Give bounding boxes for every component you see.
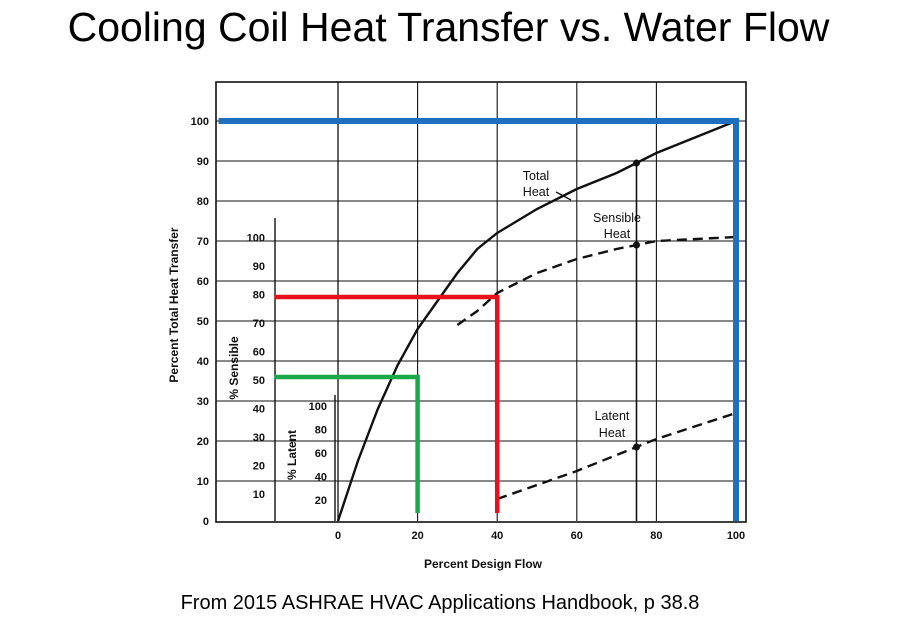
latent-tick-label: 40 (315, 472, 327, 484)
sensible-scale-label: % Sensible (227, 336, 241, 400)
sensible-heat-label: Heat (604, 227, 631, 241)
latent-tick-label: 60 (315, 448, 327, 460)
sensible-tick-label: 80 (253, 290, 265, 302)
total-heat-label: Heat (523, 185, 550, 199)
latent-heat-label: Latent (595, 409, 630, 423)
total-heat-label: Total (523, 169, 549, 183)
x-tick-label: 0 (335, 530, 341, 542)
y-tick-label: 40 (197, 356, 209, 368)
sensible-tick-label: 100 (247, 233, 265, 245)
sensible-tick-label: 30 (253, 432, 265, 444)
y-tick-label: 50 (197, 316, 209, 328)
y-tick-label: 10 (197, 476, 209, 488)
latent-tick-label: 100 (309, 401, 327, 413)
latent-scale-label: % Latent (285, 430, 299, 480)
y-tick-labels: 0 10 20 30 40 50 60 70 80 90 100 (191, 116, 209, 528)
x-axis-label: Percent Design Flow (424, 557, 543, 571)
source-caption: From 2015 ASHRAE HVAC Applications Handb… (180, 592, 700, 614)
plot-frame (215, 81, 747, 523)
sensible-tick-label: 50 (253, 375, 265, 387)
sensible-tick-label: 70 (253, 318, 265, 330)
series-lines (336, 119, 737, 522)
x-tick-labels: 0 20 40 60 80 100 (335, 530, 745, 542)
latent-tick-label: 20 (315, 495, 327, 507)
y-tick-label: 80 (197, 196, 209, 208)
green-overlay-line (274, 374, 420, 513)
y-tick-label: 0 (203, 516, 209, 528)
sensible-tick-label: 60 (253, 347, 265, 359)
latent-heat-label: Heat (599, 426, 626, 440)
y-tick-label: 90 (197, 156, 209, 168)
sensible-heat-curve (456, 235, 737, 326)
blue-overlay-line (218, 118, 739, 521)
sensible-heat-label: Sensible (593, 211, 641, 225)
total-heat-curve (336, 119, 737, 522)
inner-scales: 10 20 30 40 50 60 70 80 90 100 20 40 60 80 100 (247, 233, 327, 508)
y-axis-label: Percent Total Heat Transfer (167, 227, 181, 382)
series-labels: Total Heat Sensible Heat Latent Heat (523, 169, 641, 440)
slide-title: Cooling Coil Heat Transfer vs. Water Flo… (67, 4, 830, 50)
sensible-tick-label: 90 (253, 261, 265, 273)
x-tick-label: 100 (727, 530, 745, 542)
x-tick-label: 60 (571, 530, 583, 542)
y-tick-label: 30 (197, 396, 209, 408)
latent-tick-label: 80 (315, 425, 327, 437)
overlay-lines (218, 118, 739, 521)
x-tick-label: 40 (491, 530, 503, 542)
y-tick-label: 70 (197, 236, 209, 248)
red-overlay-line (274, 294, 500, 513)
sensible-tick-label: 40 (253, 404, 265, 416)
x-tick-label: 20 (411, 530, 423, 542)
y-tick-label: 60 (197, 276, 209, 288)
sensible-tick-label: 20 (253, 461, 265, 473)
total-heat-leader (555, 191, 572, 201)
y-tick-label: 20 (197, 436, 209, 448)
sensible-tick-label: 10 (253, 489, 265, 501)
x-tick-label: 80 (650, 530, 662, 542)
y-tick-label: 100 (191, 116, 209, 128)
